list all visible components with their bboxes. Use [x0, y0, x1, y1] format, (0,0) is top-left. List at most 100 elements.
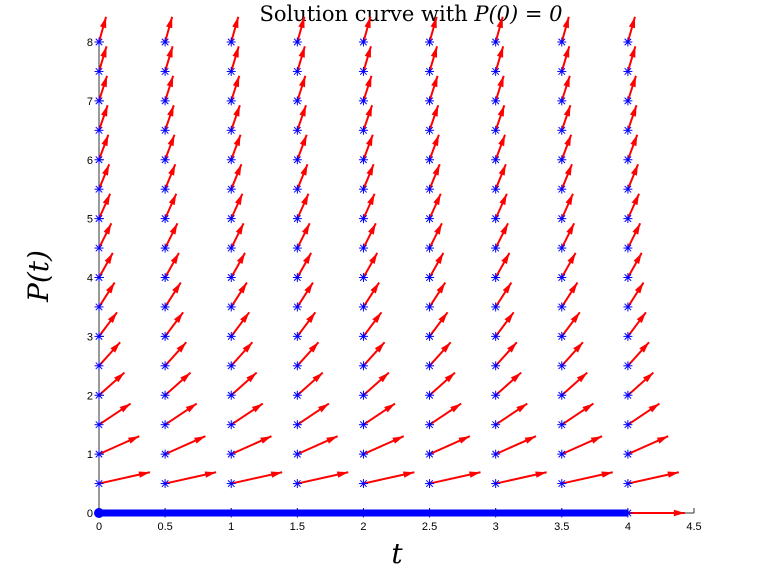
- grid-point-marker: [160, 155, 170, 165]
- direction-arrow: [560, 134, 573, 161]
- direction-arrow: [428, 104, 440, 131]
- grid-point-marker: [94, 125, 104, 135]
- direction-arrow: [296, 341, 320, 367]
- grid-point-marker: [491, 96, 501, 106]
- direction-arrow: [164, 341, 188, 367]
- direction-arrow: [296, 222, 311, 249]
- direction-arrow: [98, 341, 121, 367]
- grid-point-marker: [557, 125, 567, 135]
- x-tick-label: 2.5: [422, 521, 437, 533]
- grid-point-marker: [226, 302, 236, 312]
- direction-arrow: [626, 134, 639, 161]
- direction-arrow: [428, 222, 443, 249]
- direction-arrow: [164, 75, 175, 102]
- direction-arrow: [560, 222, 576, 249]
- grid-point-marker: [557, 214, 567, 224]
- direction-arrow: [230, 311, 251, 337]
- y-tick-label: 3: [87, 331, 93, 343]
- grid-point-marker: [94, 449, 104, 459]
- direction-arrow: [627, 371, 655, 396]
- direction-arrow: [429, 435, 471, 456]
- grid-point-marker: [94, 155, 104, 165]
- grid-point-marker: [557, 420, 567, 430]
- direction-arrow: [626, 163, 640, 190]
- grid-point-marker: [226, 125, 236, 135]
- direction-arrow: [626, 16, 636, 43]
- grid-point-marker: [425, 390, 435, 400]
- grid-point-marker: [94, 184, 104, 194]
- grid-point-marker: [623, 420, 633, 430]
- grid-point-marker: [160, 66, 170, 76]
- grid-point-marker: [557, 331, 567, 341]
- direction-arrow: [494, 252, 511, 278]
- grid-point-marker: [425, 449, 435, 459]
- grid-point-marker: [292, 361, 302, 371]
- grid-point-marker: [160, 125, 170, 135]
- grid-point-marker: [292, 155, 302, 165]
- grid-point-marker: [94, 479, 104, 489]
- direction-arrow: [494, 193, 508, 220]
- direction-arrow: [296, 435, 339, 456]
- grid-point-marker: [358, 390, 368, 400]
- grid-point-marker: [160, 214, 170, 224]
- direction-arrow: [494, 341, 518, 367]
- direction-arrow: [626, 75, 637, 102]
- direction-arrow: [164, 222, 179, 249]
- grid-point-marker: [491, 449, 501, 459]
- grid-point-marker: [425, 273, 435, 282]
- grid-point-marker: [292, 125, 302, 135]
- direction-arrow: [627, 509, 685, 517]
- grid-point-marker: [160, 243, 170, 253]
- plot-area: 0 0.5 1 1.5 2 2.5 3 3.5 4 4.5 0 1 2 3 4 5 6 7 8: [87, 16, 702, 533]
- grid-point-marker: [425, 155, 435, 165]
- grid-point-marker: [425, 361, 435, 371]
- direction-arrow: [230, 104, 241, 131]
- direction-arrow: [429, 402, 462, 426]
- direction-arrow: [561, 471, 613, 485]
- direction-arrow: [98, 471, 151, 485]
- direction-arrow: [428, 46, 439, 72]
- chart-title-math: P(0) = 0: [473, 2, 562, 26]
- grid-point-marker: [358, 125, 368, 135]
- direction-arrow: [362, 16, 372, 43]
- grid-point-marker: [358, 508, 368, 518]
- direction-arrow: [428, 75, 439, 102]
- direction-arrow: [494, 163, 507, 190]
- direction-arrow: [296, 311, 317, 337]
- direction-arrow: [362, 46, 372, 72]
- direction-arrow: [362, 252, 379, 278]
- grid-point-marker: [226, 184, 236, 194]
- chart-title-plain: Solution curve with: [259, 2, 474, 26]
- grid-point-marker: [358, 420, 368, 430]
- direction-arrow: [494, 75, 505, 102]
- grid-point-marker: [292, 37, 302, 47]
- grid-point-marker: [557, 361, 567, 371]
- grid-point-marker: [94, 37, 104, 47]
- direction-arrow: [494, 311, 515, 337]
- direction-arrow: [98, 104, 109, 131]
- grid-point-marker: [623, 184, 633, 194]
- grid-point-marker: [358, 155, 368, 165]
- grid-point-marker: [557, 96, 567, 106]
- grid-point-marker: [160, 449, 170, 459]
- grid-point-marker: [292, 479, 302, 489]
- grid-point-marker: [425, 96, 435, 106]
- grid-point-marker: [358, 214, 368, 224]
- grid-point-marker: [94, 243, 104, 253]
- x-tick-label: 2: [360, 521, 366, 533]
- grid-point-marker: [160, 508, 170, 518]
- direction-arrow: [494, 16, 504, 43]
- grid-point-marker: [557, 155, 567, 165]
- grid-point-marker: [358, 96, 368, 106]
- direction-arrow: [560, 163, 573, 190]
- direction-arrow: [230, 341, 254, 367]
- grid-point-marker: [557, 66, 567, 76]
- grid-point-marker: [226, 37, 236, 47]
- grid-point-marker: [623, 125, 633, 135]
- grid-point-marker: [226, 155, 236, 165]
- grid-point-marker: [491, 390, 501, 400]
- direction-arrow: [296, 371, 324, 396]
- grid-point-marker: [623, 479, 633, 489]
- direction-arrow: [626, 46, 637, 72]
- direction-arrow: [98, 282, 116, 308]
